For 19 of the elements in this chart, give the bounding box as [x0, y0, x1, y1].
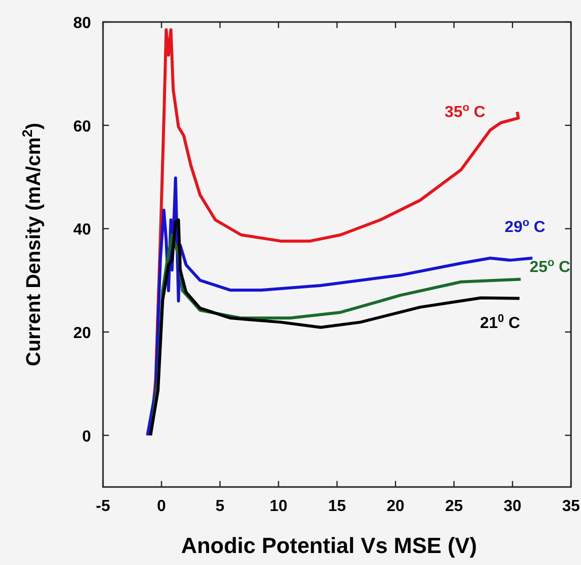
x-tick-label: 20 [386, 498, 404, 515]
x-tick-label: 30 [504, 498, 522, 515]
x-tick-label: 0 [157, 498, 166, 515]
y-tick-label: 80 [73, 15, 92, 32]
y-tick-label: 0 [82, 428, 92, 446]
x-tick-label: -5 [96, 498, 110, 515]
x-tick-label: 15 [328, 498, 346, 515]
y-tick-label: 60 [73, 118, 92, 136]
x-tick-label: 35 [562, 498, 580, 515]
x-tick-label: 10 [270, 498, 288, 515]
x-tick-label: 5 [216, 498, 225, 515]
series-label: 35$^{o}$ C [444, 102, 486, 121]
y-tick-label: 20 [73, 325, 92, 342]
series-label: 29$^{o}$ C [504, 217, 546, 236]
y-tick-label: 40 [73, 222, 92, 239]
series-label: 21$^{0}$ C [480, 313, 520, 332]
series-label: 25$^{o}$ C [530, 257, 571, 276]
x-axis-title: Anodic Potential Vs MSE (V) [181, 533, 477, 558]
x-tick-label: 25 [445, 498, 463, 515]
